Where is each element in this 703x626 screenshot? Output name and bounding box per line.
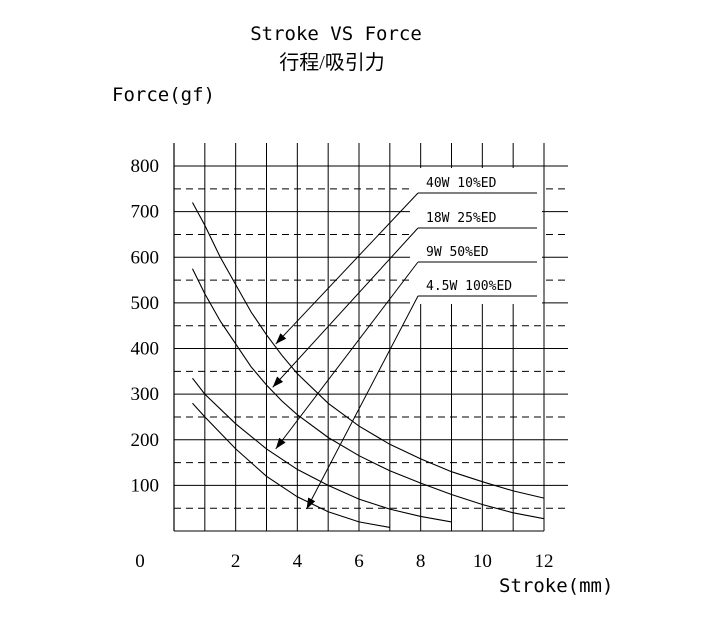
legend-label: 40W 10%ED (426, 176, 497, 191)
y-tick-label: 200 (131, 430, 160, 451)
x-tick-label: 12 (535, 551, 554, 572)
y-tick-label: 300 (131, 384, 160, 405)
y-axis-label: Force(gf) (112, 84, 215, 106)
legend-arrowhead (306, 497, 316, 510)
series-line (192, 402, 390, 528)
legend-arrowhead (275, 333, 287, 344)
legend-leader-line (272, 227, 419, 388)
x-tick-label: 6 (354, 551, 364, 572)
y-tick-label: 400 (131, 339, 160, 360)
series-line (192, 202, 545, 499)
x-tick-labels: 0 2 4 6 8 10 12 (135, 551, 553, 572)
chart-title: Stroke VS Force (250, 23, 422, 45)
legend-leader-line (275, 192, 419, 345)
chart-subtitle: 行程/吸引力 (279, 51, 385, 74)
legend-label: 18W 25%ED (426, 211, 497, 226)
legend-arrowhead (272, 376, 284, 388)
y-tick-label: 800 (131, 156, 160, 177)
x-tick-label: 10 (473, 551, 492, 572)
legend-label: 4.5W 100%ED (426, 279, 512, 294)
legend-leader-line (306, 295, 419, 510)
y-tick-label: 500 (131, 293, 160, 314)
x-tick-label: 4 (293, 551, 303, 572)
legend: 40W 10%ED 18W 25%ED 9W 50%ED 4.5W 100%ED (272, 176, 537, 510)
x-tick-label: 8 (416, 551, 426, 572)
y-tick-label: 100 (131, 475, 160, 496)
y-tick-label: 700 (131, 202, 160, 223)
legend-box (410, 168, 542, 304)
legend-arrowhead (275, 437, 286, 449)
legend-leader-line (275, 261, 419, 450)
x-axis-label: Stroke(mm) (499, 575, 613, 597)
x-tick-label: 2 (231, 551, 241, 572)
x-tick-label: 0 (135, 551, 145, 572)
y-tick-label: 600 (131, 247, 160, 268)
legend-label: 9W 50%ED (426, 245, 489, 260)
series-line (192, 268, 545, 520)
y-tick-labels: 100 200 300 400 500 600 700 800 (131, 156, 160, 496)
series-lines (192, 202, 545, 528)
series-line (192, 377, 452, 523)
